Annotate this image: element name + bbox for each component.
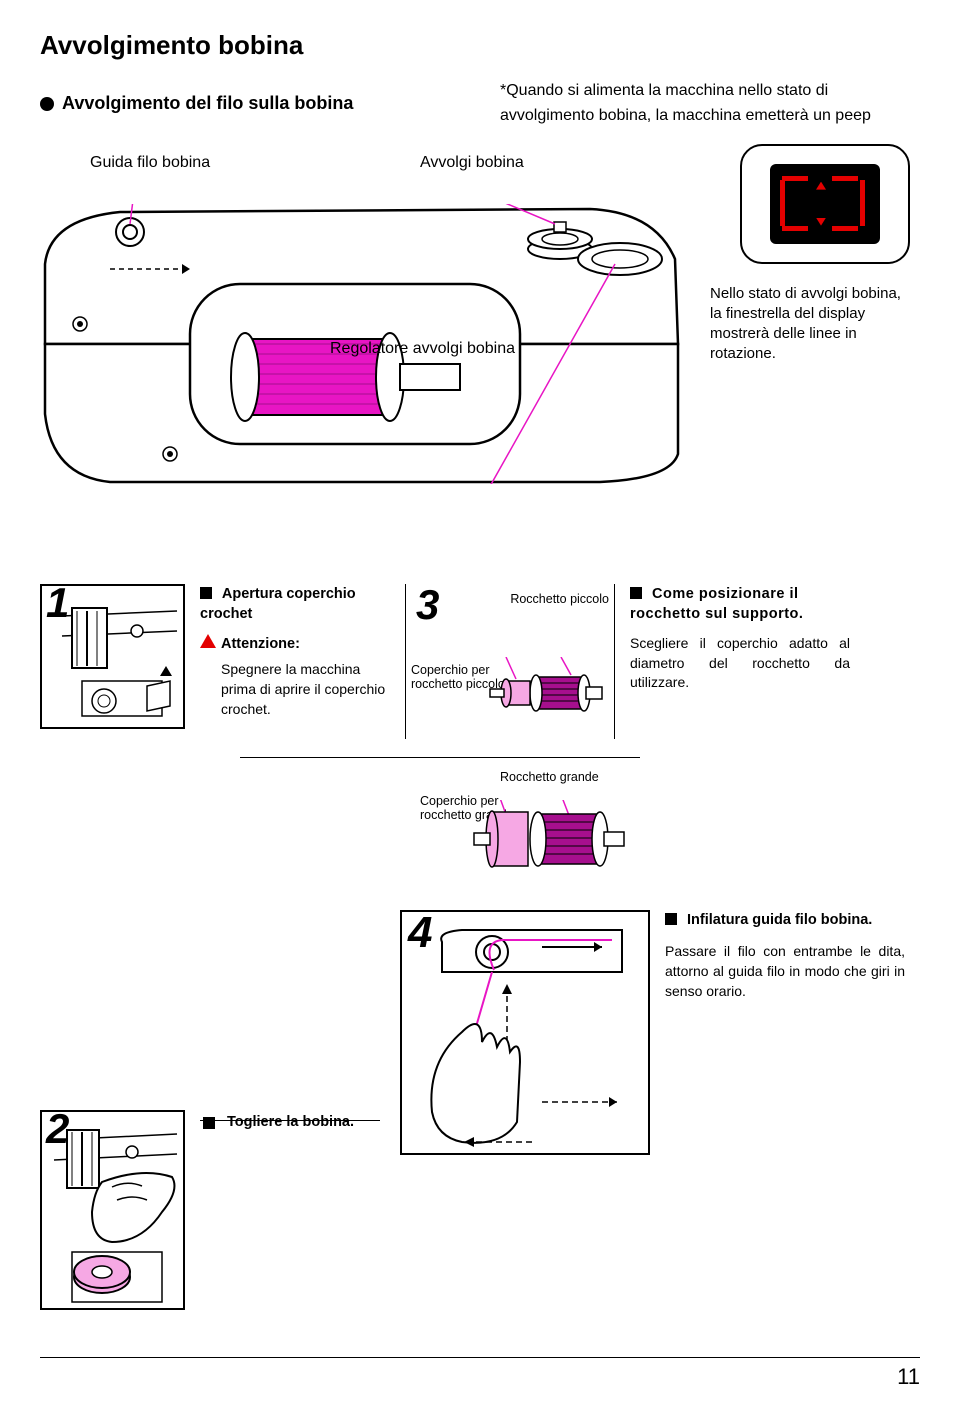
square-bullet-icon bbox=[200, 587, 212, 599]
main-diagram: Guida filo bobina Avvolgi bobina bbox=[40, 154, 920, 474]
warning-icon bbox=[200, 634, 216, 648]
subtitle: Avvolgimento del filo sulla bobina bbox=[62, 93, 353, 114]
large-spool-block: Rocchetto grande Coperchio per rocchetto… bbox=[420, 770, 640, 890]
step1-warn-label: Attenzione: bbox=[221, 636, 300, 652]
step4-heading-row: Infilatura guida filo bobina. bbox=[665, 910, 905, 931]
display-note: Nello stato di avvolgi bobina, la finest… bbox=[710, 284, 910, 365]
label-regolatore: Regolatore avvolgi bobina bbox=[330, 340, 515, 358]
step3-heading: Come posizionare il rocchetto sul suppor… bbox=[630, 586, 803, 622]
divider-1 bbox=[240, 757, 640, 758]
step4-number: 4 bbox=[408, 908, 432, 958]
subtitle-row: Avvolgimento del filo sulla bobina bbox=[40, 79, 353, 129]
square-bullet-icon bbox=[630, 587, 642, 599]
step1-figure: 1 bbox=[40, 584, 185, 729]
step2-heading-row: Togliere la bobina. bbox=[203, 1110, 354, 1130]
step4-figure: 4 bbox=[400, 910, 650, 1155]
step1-warning: Attenzione: Spegnere la macchina prima d… bbox=[200, 634, 390, 719]
display-callout bbox=[740, 144, 910, 264]
step2-figure: 2 bbox=[40, 1110, 185, 1310]
label-avvolgi-bobina: Avvolgi bobina bbox=[420, 154, 524, 172]
label-rocchetto-grande: Rocchetto grande bbox=[500, 770, 599, 784]
step2-heading: Togliere la bobina. bbox=[227, 1114, 354, 1130]
display-screen bbox=[770, 164, 880, 244]
step4-heading: Infilatura guida filo bobina. bbox=[687, 912, 872, 928]
steps-row-1: 1 Apertura coperchio crochet Attenzione bbox=[40, 584, 920, 739]
step3-right-text: Come posizionare il rocchetto sul suppor… bbox=[630, 584, 850, 739]
step1-text: Apertura coperchio crochet Attenzione: S… bbox=[200, 584, 390, 739]
small-spool-svg bbox=[486, 657, 606, 727]
intro-note: *Quando si alimenta la macchina nello st… bbox=[500, 79, 920, 129]
square-bullet-icon bbox=[203, 1117, 215, 1129]
step3-number: 3 bbox=[416, 581, 439, 628]
page-title: Avvolgimento bobina bbox=[40, 30, 920, 61]
step3-heading-row: Come posizionare il rocchetto sul suppor… bbox=[630, 584, 850, 625]
step1-warn-body: Spegnere la macchina prima di aprire il … bbox=[221, 660, 390, 719]
label-guida-filo: Guida filo bobina bbox=[90, 154, 210, 172]
step1-heading: Apertura coperchio crochet bbox=[200, 586, 356, 622]
step4-body: Passare il filo con entrambe le dita, at… bbox=[665, 941, 905, 1002]
step2-number: 2 bbox=[46, 1108, 69, 1150]
step4-svg bbox=[402, 912, 652, 1157]
page-number: 11 bbox=[897, 1364, 920, 1390]
intro-row: Avvolgimento del filo sulla bobina *Quan… bbox=[40, 79, 920, 129]
step3-body: Scegliere il coperchio adatto al diametr… bbox=[630, 634, 850, 693]
step1-number: 1 bbox=[46, 582, 69, 624]
square-bullet-icon bbox=[665, 913, 677, 925]
step3-column: 3 Rocchetto piccolo Coperchio per rocche… bbox=[405, 584, 615, 739]
step1-heading-row: Apertura coperchio crochet bbox=[200, 584, 390, 625]
footer-rule bbox=[40, 1357, 920, 1358]
bullet-icon bbox=[40, 97, 54, 111]
large-spool-svg bbox=[470, 800, 630, 890]
step2-row: 2 Togliere la bobina. bbox=[40, 1110, 354, 1310]
step4-text: Infilatura guida filo bobina. Passare il… bbox=[665, 910, 905, 1002]
label-rocchetto-piccolo: Rocchetto piccolo bbox=[510, 592, 609, 606]
